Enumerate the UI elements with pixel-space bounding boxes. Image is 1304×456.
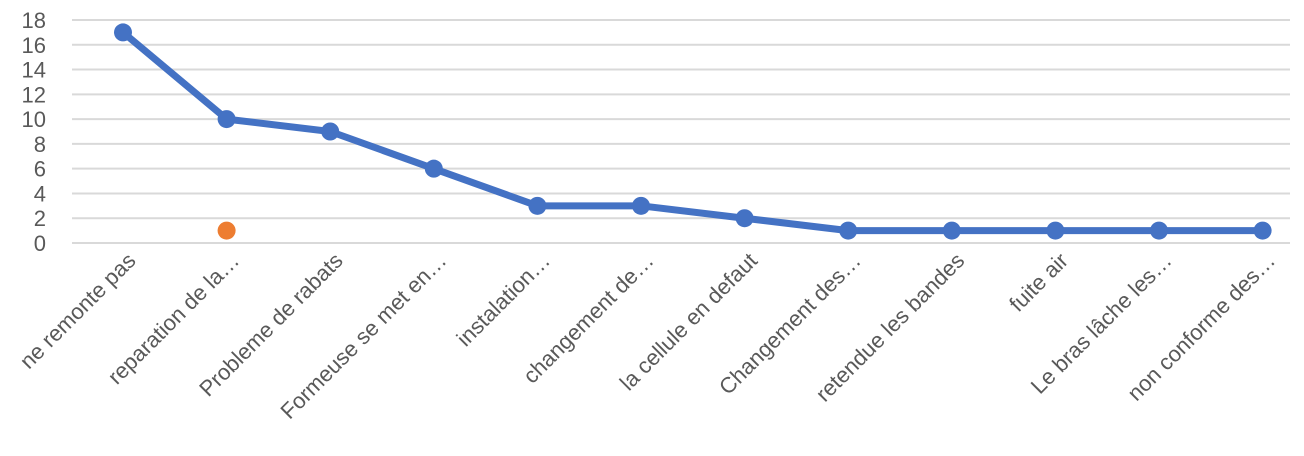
- y-tick-label: 10: [22, 107, 46, 132]
- data-point: [528, 196, 547, 215]
- x-tick-label: Formeuse se met en…: [275, 248, 451, 424]
- x-tick-label: fuite air: [1004, 248, 1073, 317]
- y-tick-label: 0: [34, 231, 46, 256]
- data-point: [632, 196, 650, 215]
- data-point: [735, 209, 754, 228]
- y-tick-label: 2: [34, 206, 46, 231]
- y-tick-label: 8: [34, 132, 46, 157]
- data-point: [1046, 221, 1065, 240]
- y-tick-label: 18: [22, 8, 46, 33]
- y-tick-label: 12: [22, 82, 46, 107]
- data-point: [424, 159, 443, 178]
- series-line: [119, 28, 1267, 235]
- data-point: [321, 122, 340, 141]
- series-layer: [114, 23, 1272, 240]
- x-tick-label: instalation…: [452, 248, 555, 351]
- y-tick-label: 16: [22, 33, 46, 58]
- data-point: [1150, 221, 1168, 240]
- y-tick-label: 6: [34, 157, 46, 182]
- data-point: [114, 23, 132, 42]
- data-point: [839, 221, 858, 240]
- y-tick-label: 4: [34, 181, 46, 206]
- data-point: [942, 221, 961, 240]
- data-point: [1253, 221, 1272, 240]
- data-point: [217, 221, 236, 240]
- data-point: [217, 110, 236, 129]
- gridlines: [72, 19, 1290, 244]
- y-tick-label: 14: [22, 58, 46, 83]
